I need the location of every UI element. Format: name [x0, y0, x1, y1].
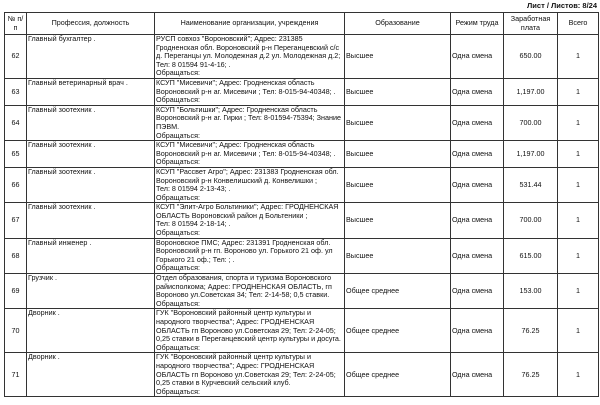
cell-organization: КСУП "Элит-Агро Больтиники"; Адрес: ГРОД…	[154, 202, 345, 239]
header-number: № п/п	[4, 12, 27, 35]
cell-organization: КСУП "Рассвет Агро"; Адрес: 231383 Гродн…	[154, 166, 345, 204]
cell-row-number: 63	[4, 77, 27, 106]
cell-work-mode: Одна смена	[450, 166, 504, 204]
table-row: 62 Главный бухгалтер . РУСП совхоз "Вороно…	[4, 34, 599, 79]
cell-row-number: 65	[4, 140, 27, 168]
cell-organization: КСУП "Больтишки"; Адрес: Гродненская обл…	[154, 104, 345, 142]
cell-education: Общее среднее	[344, 273, 451, 310]
cell-profession: Главный ветеринарный врач .	[26, 77, 155, 106]
cell-work-mode: Одна смена	[450, 202, 504, 239]
table-row: 67 Главный зоотехник . КСУП "Элит-Агро Бол…	[4, 202, 599, 239]
cell-profession: Главный инженер .	[26, 237, 155, 275]
table-header-row: № п/п Профессия, должность Наименование …	[4, 12, 599, 35]
cell-total: 1	[557, 308, 599, 354]
cell-profession: Главный зоотехник .	[26, 104, 155, 142]
cell-salary: 76.25	[503, 352, 558, 398]
cell-education: Высшее	[344, 104, 451, 142]
cell-work-mode: Одна смена	[450, 34, 504, 79]
header-education: Образование	[344, 12, 451, 35]
cell-row-number: 62	[4, 34, 27, 79]
cell-education: Высшее	[344, 77, 451, 106]
cell-salary: 700.00	[503, 202, 558, 239]
table-row: 65 Главный зоотехник . КСУП "Мисевичи"; Ад…	[4, 140, 599, 168]
cell-organization: КСУП "Мисевичи"; Адрес: Гродненская обла…	[154, 140, 345, 168]
cell-education: Высшее	[344, 202, 451, 239]
cell-total: 1	[557, 202, 599, 239]
cell-profession: Главный зоотехник .	[26, 202, 155, 239]
cell-total: 1	[557, 273, 599, 310]
cell-salary: 1,197.00	[503, 140, 558, 168]
cell-row-number: 69	[4, 273, 27, 310]
header-salary: Заработная плата	[503, 12, 558, 35]
header-work-mode: Режим труда	[450, 12, 504, 35]
header-total: Всего	[557, 12, 599, 35]
cell-organization: Отдел образования, спорта и туризма Воро…	[154, 273, 345, 310]
cell-work-mode: Одна смена	[450, 273, 504, 310]
cell-education: Общее среднее	[344, 308, 451, 354]
cell-profession: Грузчик .	[26, 273, 155, 310]
table-row: 68 Главный инженер . Вороновское ПМС; Адре…	[4, 237, 599, 275]
table-row: 66 Главный зоотехник . КСУП "Рассвет Агро"…	[4, 166, 599, 204]
cell-row-number: 71	[4, 352, 27, 398]
header-organization: Наименование организации, учреждения	[154, 12, 345, 35]
table-row: 63 Главный ветеринарный врач . КСУП "Мисев…	[4, 77, 599, 106]
cell-row-number: 70	[4, 308, 27, 354]
table-row: 70 Дворник . ГУК "Вороновский районный цен…	[4, 308, 599, 354]
cell-row-number: 67	[4, 202, 27, 239]
cell-total: 1	[557, 104, 599, 142]
cell-total: 1	[557, 352, 599, 398]
cell-work-mode: Одна смена	[450, 352, 504, 398]
cell-organization: ГУК "Вороновский районный центр культуры…	[154, 308, 345, 354]
cell-profession: Главный бухгалтер .	[26, 34, 155, 79]
cell-profession: Главный зоотехник .	[26, 166, 155, 204]
cell-work-mode: Одна смена	[450, 308, 504, 354]
table-row: 71 Дворник . ГУК "Вороновский районный цен…	[4, 352, 599, 398]
cell-total: 1	[557, 237, 599, 275]
cell-work-mode: Одна смена	[450, 237, 504, 275]
cell-total: 1	[557, 34, 599, 79]
cell-education: Высшее	[344, 166, 451, 204]
vacancies-table: № п/п Профессия, должность Наименование …	[4, 12, 599, 398]
cell-row-number: 64	[4, 104, 27, 142]
cell-salary: 153.00	[503, 273, 558, 310]
cell-salary: 76.25	[503, 308, 558, 354]
cell-education: Высшее	[344, 237, 451, 275]
cell-education: Общее среднее	[344, 352, 451, 398]
cell-education: Высшее	[344, 34, 451, 79]
cell-salary: 650.00	[503, 34, 558, 79]
cell-organization: РУСП совхоз "Вороновский"; Адрес: 231385…	[154, 34, 345, 79]
cell-row-number: 68	[4, 237, 27, 275]
cell-total: 1	[557, 140, 599, 168]
table-row: 69 Грузчик . Отдел образования, спорта и т…	[4, 273, 599, 310]
cell-work-mode: Одна смена	[450, 104, 504, 142]
cell-work-mode: Одна смена	[450, 140, 504, 168]
sheet-counter: Лист / Листов: 8/24	[527, 1, 597, 10]
cell-organization: ГУК "Вороновский районный центр культуры…	[154, 352, 345, 398]
cell-salary: 531.44	[503, 166, 558, 204]
cell-total: 1	[557, 166, 599, 204]
cell-education: Высшее	[344, 140, 451, 168]
cell-salary: 1,197.00	[503, 77, 558, 106]
cell-organization: Вороновское ПМС; Адрес: 231391 Гродненск…	[154, 237, 345, 275]
cell-salary: 700.00	[503, 104, 558, 142]
table-row: 64 Главный зоотехник . КСУП "Больтишки"; А…	[4, 104, 599, 142]
cell-total: 1	[557, 77, 599, 106]
cell-profession: Дворник .	[26, 352, 155, 398]
cell-organization: КСУП "Мисевичи"; Адрес: Гродненская обла…	[154, 77, 345, 106]
cell-salary: 615.00	[503, 237, 558, 275]
cell-profession: Дворник .	[26, 308, 155, 354]
cell-profession: Главный зоотехник .	[26, 140, 155, 168]
cell-work-mode: Одна смена	[450, 77, 504, 106]
header-profession: Профессия, должность	[26, 12, 155, 35]
cell-row-number: 66	[4, 166, 27, 204]
